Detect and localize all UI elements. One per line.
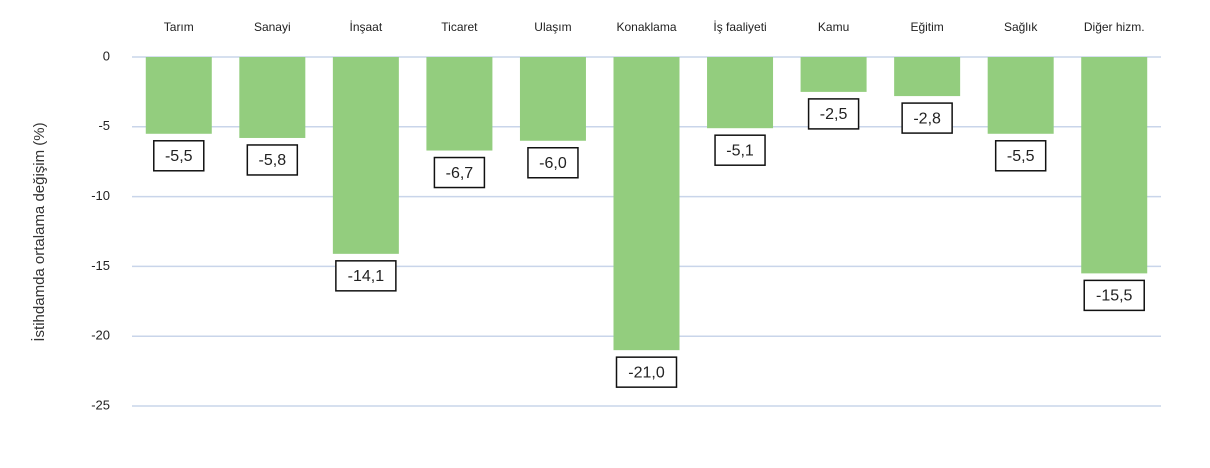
x-tick-label: Kamu [818, 20, 849, 34]
x-tick-label: İş faaliyeti [713, 20, 766, 34]
y-tick-label: -25 [91, 397, 110, 412]
value-label-box [615, 356, 678, 388]
bar [987, 57, 1054, 134]
value-label-box [433, 156, 486, 189]
value-label: -14,1 [348, 268, 385, 285]
value-label-box [153, 140, 205, 172]
y-tick-label: -10 [91, 188, 110, 203]
value-label-box [1083, 279, 1145, 312]
x-tick-label: Eğitim [910, 20, 943, 34]
value-label-box [527, 147, 579, 179]
bar [239, 57, 306, 138]
y-tick-label: -20 [91, 328, 110, 343]
bar [707, 57, 774, 129]
value-label: -5,8 [259, 152, 287, 169]
value-label: -21,0 [628, 364, 665, 381]
bar [519, 57, 586, 141]
value-label-box [901, 102, 953, 134]
bar [800, 57, 867, 92]
y-axis-title: İstihdamda ortalama değişim (%) [30, 122, 48, 341]
bar [426, 57, 493, 151]
value-label-box [994, 140, 1047, 172]
value-label: -6,0 [539, 155, 567, 172]
value-label-box [807, 98, 860, 130]
y-tick-label: 0 [103, 48, 110, 63]
value-label: -15,5 [1096, 288, 1133, 305]
y-tick-label: -15 [91, 258, 110, 273]
x-tick-label: Diğer hizm. [1084, 20, 1145, 34]
bar [145, 57, 212, 134]
x-tick-label: Sanayi [254, 20, 291, 34]
x-tick-label: Konaklama [616, 20, 676, 34]
value-label-box [335, 260, 397, 292]
value-label: -5,5 [165, 148, 193, 165]
value-label-box [246, 144, 299, 176]
x-tick-label: Ticaret [441, 20, 478, 34]
value-label: -6,7 [446, 165, 474, 182]
value-label: -5,1 [726, 142, 754, 159]
x-tick-label: Sağlık [1004, 20, 1038, 34]
bar [894, 57, 961, 97]
bar [1081, 57, 1148, 274]
x-tick-label: Tarım [164, 20, 194, 34]
value-label: -2,8 [913, 110, 941, 127]
y-tick-label: -5 [98, 118, 110, 133]
value-label-box [714, 134, 766, 166]
bar [332, 57, 399, 254]
x-tick-label: İnşaat [350, 20, 383, 34]
value-label: -2,5 [820, 106, 848, 123]
x-tick-label: Ulaşım [534, 20, 571, 34]
value-label: -5,5 [1007, 148, 1035, 165]
bar [613, 57, 680, 351]
